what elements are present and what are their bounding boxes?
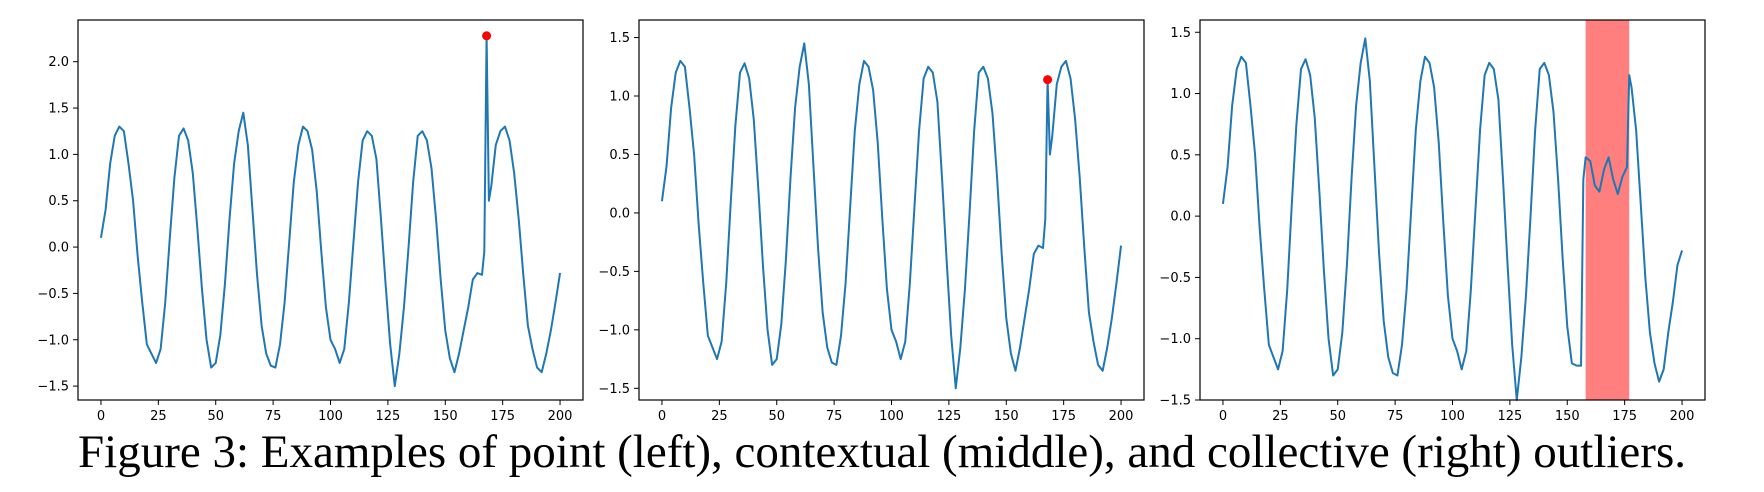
- axes-frame: [638, 19, 1145, 401]
- x-tick-label: 75: [826, 409, 843, 420]
- x-tick-label: 75: [1387, 409, 1404, 420]
- x-tick-label: 0: [97, 409, 105, 420]
- x-tick-label: 100: [318, 409, 343, 420]
- x-tick-label: 175: [1612, 409, 1637, 420]
- x-tick-label: 0: [658, 409, 666, 420]
- x-tick-label: 200: [548, 409, 573, 420]
- y-tick-label: −0.5: [1159, 271, 1191, 286]
- y-tick-label: 0.0: [48, 241, 69, 256]
- x-tick-label: 125: [1497, 409, 1522, 420]
- y-tick-label: −1.0: [37, 333, 69, 348]
- x-tick-label: 175: [1051, 409, 1076, 420]
- x-tick-label: 125: [936, 409, 961, 420]
- x-tick-label: 150: [994, 409, 1019, 420]
- y-tick-label: −0.5: [37, 287, 69, 302]
- x-tick-label: 75: [265, 409, 282, 420]
- y-tick-label: −0.5: [598, 265, 630, 280]
- collective-outlier-region: [1585, 20, 1630, 400]
- series-line: [1221, 37, 1684, 401]
- contextual-outlier-chart: 0 25 50 75 100 125 150 175 200 −1.5 −1.0 −0.5 0.0 0.5…: [598, 19, 1145, 420]
- y-tick-label: 1.0: [48, 148, 69, 163]
- outlier-point: [1043, 75, 1053, 85]
- x-tick-label: 25: [1272, 409, 1289, 420]
- x-tick-label: 50: [768, 409, 785, 420]
- x-tick-label: 150: [1555, 409, 1580, 420]
- figure-panels: 0 25 50 75 100 125 150 175 200 −1.5 −1.0 −0.5 0.0 0.5…: [37, 19, 1706, 420]
- y-tick-label: 0.5: [48, 194, 69, 209]
- axes-frame: [77, 19, 584, 401]
- x-tick-label: 25: [150, 409, 167, 420]
- x-tick-label: 200: [1670, 409, 1695, 420]
- y-tick-label: 1.0: [1170, 87, 1191, 102]
- y-tick-label: 0.0: [1170, 210, 1191, 225]
- x-tick-label: 150: [433, 409, 458, 420]
- y-tick-label: 1.0: [609, 90, 630, 105]
- point-outlier-chart: 0 25 50 75 100 125 150 175 200 −1.5 −1.0 −0.5 0.0 0.5…: [37, 19, 584, 420]
- x-tick-label: 100: [879, 409, 904, 420]
- y-tick-label: −1.0: [598, 323, 630, 338]
- y-tick-label: −1.5: [1159, 394, 1191, 409]
- x-tick-label: 100: [1440, 409, 1465, 420]
- y-tick-label: −1.5: [37, 380, 69, 395]
- x-tick-label: 0: [1219, 409, 1227, 420]
- y-tick-label: 2.0: [48, 55, 69, 70]
- x-tick-label: 175: [490, 409, 515, 420]
- x-tick-label: 50: [1329, 409, 1346, 420]
- y-tick-label: 1.5: [48, 102, 69, 117]
- x-tick-label: 200: [1109, 409, 1134, 420]
- y-tick-label: 0.0: [609, 206, 630, 221]
- y-tick-label: 0.5: [1170, 148, 1191, 163]
- y-tick-label: −1.5: [598, 382, 630, 397]
- x-tick-label: 50: [207, 409, 224, 420]
- x-tick-label: 125: [375, 409, 400, 420]
- y-tick-label: 0.5: [609, 148, 630, 163]
- y-tick-label: −1.0: [1159, 332, 1191, 347]
- y-tick-label: 1.5: [609, 31, 630, 46]
- y-tick-label: 1.5: [1170, 26, 1191, 41]
- outlier-point: [482, 31, 492, 41]
- figure-caption: Figure 3: Examples of point (left), cont…: [78, 426, 1686, 478]
- collective-outlier-chart: 0 25 50 75 100 125 150 175 200 −1.5 −1.0 −0.5 0.0 0.5…: [1159, 19, 1706, 420]
- series-line: [660, 42, 1123, 390]
- series-line: [99, 34, 562, 388]
- x-tick-label: 25: [711, 409, 728, 420]
